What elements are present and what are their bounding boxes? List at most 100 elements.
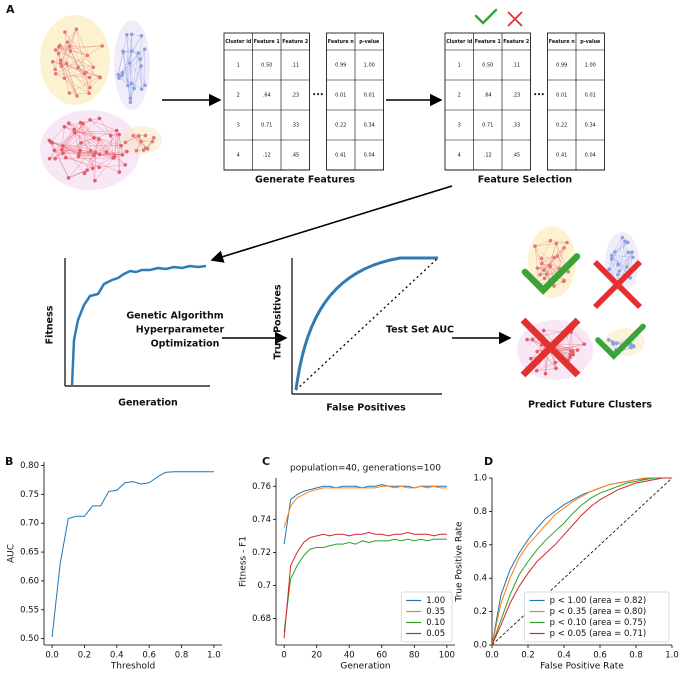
y-tick-label: 0.75 xyxy=(20,490,39,500)
node xyxy=(535,349,539,354)
legend-label: 0.10 xyxy=(426,618,445,628)
series-line xyxy=(283,538,447,632)
table-cell: 3 xyxy=(237,123,240,129)
edge xyxy=(140,65,146,86)
node xyxy=(607,267,612,272)
x-tick-label: 0.0 xyxy=(45,651,59,661)
edge xyxy=(61,42,68,67)
edge xyxy=(84,139,100,174)
table-cell: 0.99 xyxy=(335,63,346,69)
edge xyxy=(62,118,100,154)
node xyxy=(542,276,547,281)
edge xyxy=(61,66,78,96)
node xyxy=(628,276,633,280)
y-tick-label: 0.76 xyxy=(252,482,271,492)
node xyxy=(88,149,93,153)
edge xyxy=(129,49,145,64)
edge xyxy=(66,63,78,96)
table-header: Feature 1 xyxy=(254,39,280,45)
edge xyxy=(76,29,90,94)
y-tick-label: 0.50 xyxy=(20,634,39,644)
legend-label: 0.35 xyxy=(426,607,445,617)
series-line xyxy=(491,477,672,646)
edge xyxy=(534,246,545,279)
edge xyxy=(534,246,561,270)
series-line xyxy=(283,532,447,639)
node xyxy=(143,83,147,88)
axis-label: True Positives xyxy=(273,284,284,359)
y-axis-label: Fitness - F1 xyxy=(239,536,249,587)
node xyxy=(64,61,69,66)
series-line xyxy=(283,485,447,528)
table-cell: 0.71 xyxy=(482,123,493,129)
edge xyxy=(114,130,117,157)
edge xyxy=(534,246,538,269)
table-header: Feature 2 xyxy=(282,39,308,45)
table-cell: 1 xyxy=(237,63,240,69)
node xyxy=(606,338,611,342)
node xyxy=(92,136,96,140)
table-header: p-value xyxy=(580,39,601,45)
y-tick-label: 0.70 xyxy=(20,519,39,529)
node xyxy=(56,51,61,56)
node xyxy=(67,44,72,49)
table-frame xyxy=(223,32,310,171)
edge xyxy=(74,132,91,152)
node xyxy=(47,138,52,143)
node xyxy=(58,58,63,62)
edge xyxy=(534,243,557,247)
node xyxy=(62,76,67,80)
node xyxy=(554,241,559,246)
edge xyxy=(49,139,100,159)
table-header: Feature 2 xyxy=(503,39,529,45)
node xyxy=(82,171,87,176)
caption: Predict Future Clusters xyxy=(528,400,652,411)
edge xyxy=(122,49,145,73)
edge xyxy=(59,45,88,56)
check-mark xyxy=(474,8,498,25)
edge xyxy=(536,368,557,371)
table-header: Feature 1 xyxy=(475,39,501,45)
x-tick-label: 60 xyxy=(376,651,387,661)
x-tick-label: 0.8 xyxy=(175,651,189,661)
node xyxy=(568,355,572,360)
series-line xyxy=(491,477,672,646)
node xyxy=(59,147,64,152)
x-axis-label: Generation xyxy=(340,662,390,672)
legend-label: p < 0.10 (area = 0.75) xyxy=(550,618,647,628)
check-mark xyxy=(521,253,581,295)
node xyxy=(62,124,67,129)
edge xyxy=(118,77,132,84)
node xyxy=(97,165,101,170)
y-tick-label: 0.72 xyxy=(252,548,271,558)
node xyxy=(104,150,109,154)
node xyxy=(129,81,134,86)
table-cell: .45 xyxy=(291,153,299,159)
node xyxy=(534,368,539,373)
edge xyxy=(556,242,568,244)
edge xyxy=(64,78,78,96)
node xyxy=(540,261,544,266)
node xyxy=(151,136,156,140)
y-tick-label: 0.55 xyxy=(20,605,39,615)
node xyxy=(552,256,556,260)
edge xyxy=(539,258,542,275)
edge xyxy=(534,240,551,247)
edge xyxy=(54,46,60,70)
node xyxy=(624,265,629,269)
node xyxy=(77,151,81,156)
node xyxy=(609,257,614,261)
node xyxy=(548,238,553,243)
node xyxy=(568,352,573,357)
decoration xyxy=(40,8,646,380)
table-header: Feature n xyxy=(549,39,576,45)
table-cell: 0.41 xyxy=(556,153,567,159)
edge xyxy=(549,247,565,281)
edge xyxy=(99,118,111,136)
y-axis-label: True Positive Rate xyxy=(455,521,465,603)
y-tick-label: 1.0 xyxy=(473,474,487,484)
edge xyxy=(140,58,142,90)
node xyxy=(85,168,89,173)
edge xyxy=(614,242,628,253)
edge xyxy=(64,31,87,73)
